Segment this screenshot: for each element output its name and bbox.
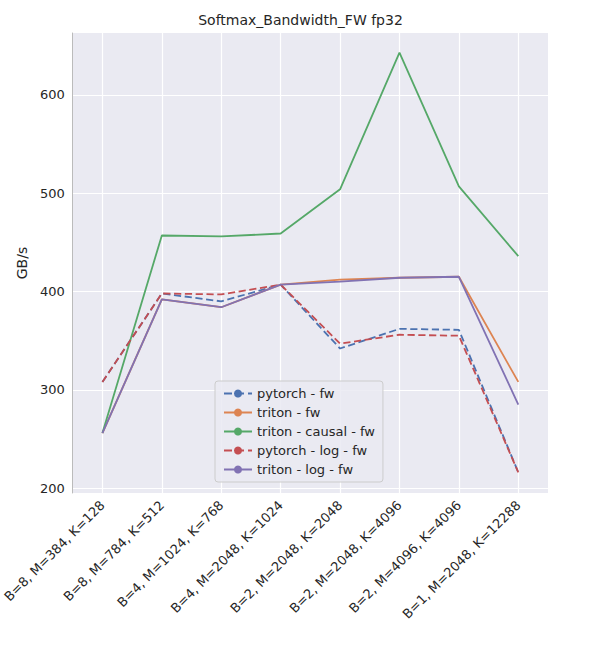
svg-text:B=2, M=4096, K=4096: B=2, M=4096, K=4096	[346, 498, 464, 616]
svg-text:triton - causal - fw: triton - causal - fw	[257, 424, 375, 439]
svg-text:B=8, M=784, K=512: B=8, M=784, K=512	[61, 498, 167, 604]
svg-text:triton - log - fw: triton - log - fw	[257, 462, 353, 477]
svg-text:500: 500	[40, 186, 65, 201]
svg-text:triton - fw: triton - fw	[257, 405, 321, 420]
svg-text:pytorch - log - fw: pytorch - log - fw	[257, 443, 368, 458]
svg-text:400: 400	[40, 284, 65, 299]
svg-text:B=2, M=2048, K=4096: B=2, M=2048, K=4096	[287, 498, 405, 616]
svg-text:B=4, M=2048, K=1024: B=4, M=2048, K=1024	[168, 498, 286, 616]
svg-text:B=4, M=1024, K=768: B=4, M=1024, K=768	[114, 498, 226, 610]
svg-text:pytorch - fw: pytorch - fw	[257, 386, 335, 401]
svg-text:200: 200	[40, 481, 65, 496]
svg-text:B=8, M=384, K=128: B=8, M=384, K=128	[1, 498, 107, 604]
svg-text:Softmax_Bandwidth_FW fp32: Softmax_Bandwidth_FW fp32	[198, 12, 403, 28]
svg-text:GB/s: GB/s	[14, 247, 30, 279]
svg-text:B=1, M=2048, K=12288: B=1, M=2048, K=12288	[400, 498, 524, 622]
svg-text:B=2, M=2048, K=2048: B=2, M=2048, K=2048	[227, 498, 345, 616]
svg-text:300: 300	[40, 382, 65, 397]
svg-text:600: 600	[40, 87, 65, 102]
